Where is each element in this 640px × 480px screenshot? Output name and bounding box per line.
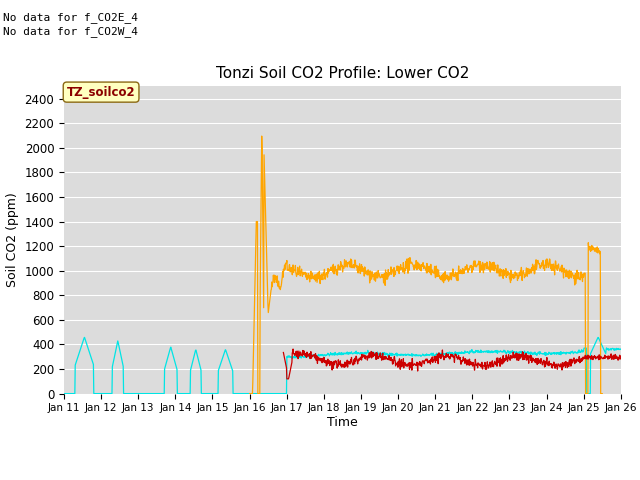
Title: Tonzi Soil CO2 Profile: Lower CO2: Tonzi Soil CO2 Profile: Lower CO2 — [216, 66, 469, 81]
Text: TZ_soilco2: TZ_soilco2 — [67, 85, 136, 98]
Text: No data for f_CO2E_4: No data for f_CO2E_4 — [3, 12, 138, 23]
Text: No data for f_CO2W_4: No data for f_CO2W_4 — [3, 26, 138, 37]
Y-axis label: Soil CO2 (ppm): Soil CO2 (ppm) — [6, 192, 19, 288]
X-axis label: Time: Time — [327, 416, 358, 429]
